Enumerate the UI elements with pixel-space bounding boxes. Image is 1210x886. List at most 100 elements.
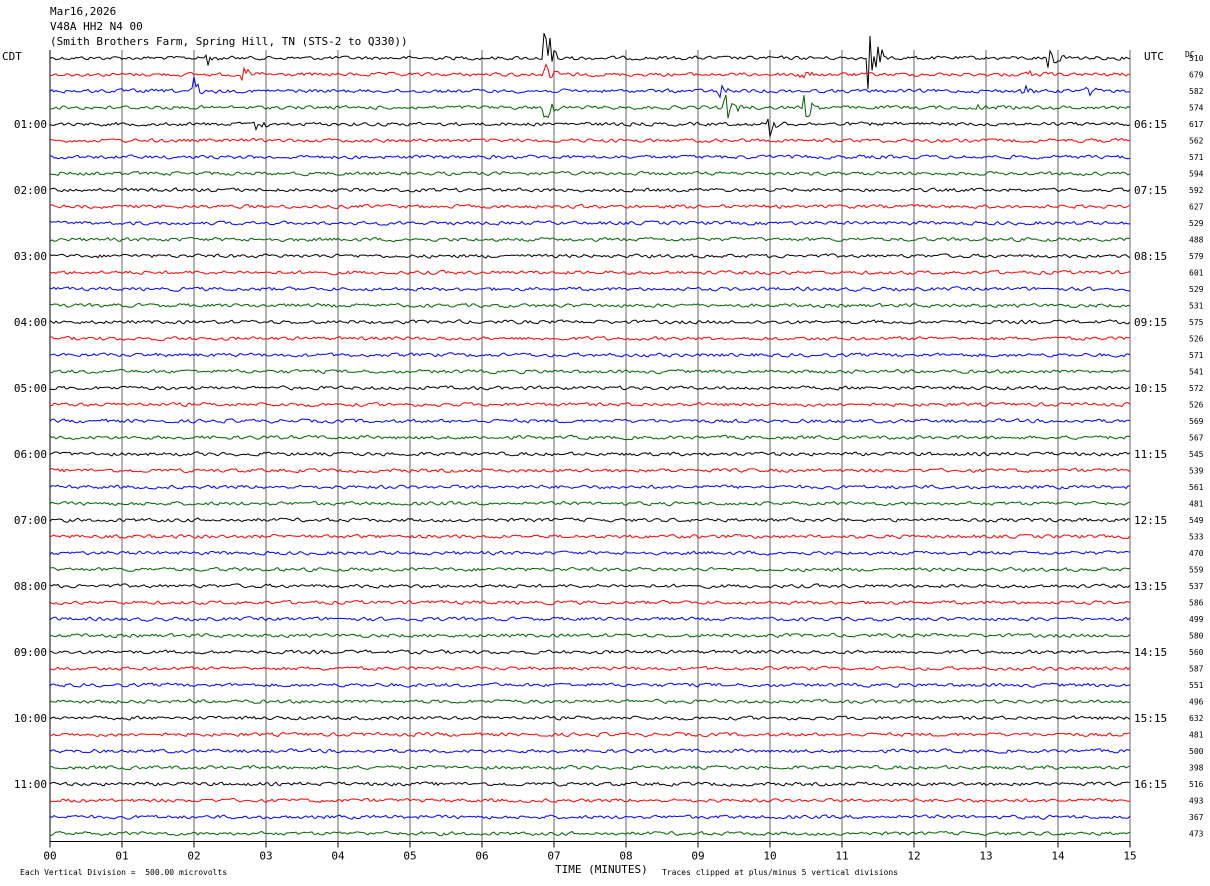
left-hour-label: 01:00 — [14, 118, 47, 131]
trace-line — [49, 632, 1131, 639]
left-hour-label: 03:00 — [14, 250, 47, 263]
x-tick-label: 08 — [619, 850, 632, 863]
dc-offset-label: 627 — [1189, 203, 1204, 212]
right-hour-label: 07:15 — [1134, 184, 1167, 197]
x-tick-label: 04 — [331, 850, 345, 863]
dc-offset-label: 493 — [1189, 797, 1204, 806]
right-hour-label: 12:15 — [1134, 514, 1167, 527]
trace-line — [49, 253, 1131, 259]
trace-line — [49, 748, 1131, 754]
x-tick-label: 03 — [259, 850, 272, 863]
trace-line — [49, 830, 1131, 837]
trace-line — [49, 434, 1131, 441]
dc-offset-label: 488 — [1189, 236, 1204, 245]
trace-line — [49, 566, 1131, 573]
trace-line — [49, 352, 1131, 358]
header-location: (Smith Brothers Farm, Spring Hill, TN (S… — [50, 35, 408, 48]
trace-line — [49, 286, 1131, 292]
left-hour-label: 07:00 — [14, 514, 47, 527]
dc-offset-label: 579 — [1189, 252, 1204, 261]
x-tick-label: 09 — [691, 850, 704, 863]
dc-offset-label: 398 — [1189, 764, 1204, 773]
x-tick-label: 13 — [979, 850, 992, 863]
dc-offset-label: 470 — [1189, 549, 1204, 558]
trace-line — [49, 781, 1131, 787]
dc-offset-label: 481 — [1189, 500, 1204, 509]
dc-offset-label: 510 — [1189, 54, 1204, 63]
dc-offset-label: 567 — [1189, 434, 1204, 443]
trace-line — [49, 616, 1131, 622]
trace-line — [49, 187, 1131, 193]
dc-offset-label: 549 — [1189, 516, 1204, 525]
dc-offset-label: 516 — [1189, 780, 1204, 789]
dc-offset-label: 541 — [1189, 368, 1204, 377]
x-tick-label: 05 — [403, 850, 416, 863]
dc-offset-label: 481 — [1189, 731, 1204, 740]
trace-line — [49, 500, 1131, 507]
trace-line — [49, 170, 1131, 177]
dc-offset-label: 617 — [1189, 120, 1204, 129]
trace-line — [49, 385, 1131, 391]
dc-offset-label: 559 — [1189, 566, 1204, 575]
dc-offset-label: 571 — [1189, 153, 1204, 162]
x-tick-label: 01 — [115, 850, 128, 863]
header-date: Mar16,2026 — [50, 5, 117, 18]
trace-line — [49, 137, 1131, 144]
right-hour-label: 10:15 — [1134, 382, 1167, 395]
trace-line — [49, 649, 1131, 655]
right-hour-label: 14:15 — [1134, 646, 1167, 659]
left-axis-label: CDT — [2, 50, 22, 63]
trace-line — [49, 550, 1131, 556]
right-hour-label: 06:15 — [1134, 118, 1167, 131]
dc-offset-label: 571 — [1189, 351, 1204, 360]
trace-line — [49, 665, 1131, 671]
dc-offset-label: 496 — [1189, 698, 1204, 707]
dc-offset-label: 586 — [1189, 599, 1204, 608]
x-tick-label: 10 — [763, 850, 776, 863]
right-hour-label: 16:15 — [1134, 778, 1167, 791]
x-tick-label: 11 — [835, 850, 848, 863]
dc-offset-label: 533 — [1189, 533, 1204, 542]
x-tick-label: 12 — [907, 850, 920, 863]
dc-offset-label: 580 — [1189, 632, 1204, 641]
dc-label: DC — [1185, 50, 1195, 59]
trace-line — [49, 517, 1131, 523]
dc-offset-label: 526 — [1189, 335, 1204, 344]
dc-offset-label: 632 — [1189, 714, 1204, 723]
header-station: V48A HH2 N4 00 — [50, 20, 143, 33]
x-tick-label: 15 — [1123, 850, 1136, 863]
dc-offset-label: 499 — [1189, 615, 1204, 624]
dc-offset-label: 529 — [1189, 285, 1204, 294]
trace-line — [49, 715, 1131, 721]
trace-line — [50, 731, 1130, 738]
left-hour-label: 06:00 — [14, 448, 47, 461]
trace-line — [49, 33, 1131, 90]
right-hour-label: 15:15 — [1134, 712, 1167, 725]
trace-line — [49, 368, 1131, 375]
right-hour-label: 11:15 — [1134, 448, 1167, 461]
dc-offset-label: 526 — [1189, 401, 1204, 410]
x-tick-label: 07 — [547, 850, 560, 863]
dc-offset-label: 574 — [1189, 104, 1204, 113]
dc-offset-label: 679 — [1189, 71, 1204, 80]
trace-line — [49, 682, 1131, 688]
dc-offset-label: 537 — [1189, 582, 1204, 591]
dc-offset-label: 551 — [1189, 681, 1204, 690]
trace-line — [49, 467, 1131, 474]
trace-line — [49, 698, 1131, 704]
trace-line — [49, 203, 1131, 210]
trace-line — [49, 118, 1131, 137]
dc-offset-label: 500 — [1189, 747, 1204, 756]
right-hour-label: 08:15 — [1134, 250, 1167, 263]
dc-offset-label: 367 — [1189, 813, 1204, 822]
dc-offset-label: 562 — [1189, 137, 1204, 146]
trace-line — [49, 401, 1131, 408]
dc-offset-label: 592 — [1189, 186, 1204, 195]
footer-scale: Each Vertical Division = 500.00 microvol… — [20, 868, 228, 877]
trace-line — [49, 269, 1131, 276]
dc-offset-label: 531 — [1189, 302, 1204, 311]
left-hour-label: 08:00 — [14, 580, 47, 593]
trace-line — [49, 76, 1131, 99]
x-tick-label: 14 — [1051, 850, 1065, 863]
dc-offset-label: 539 — [1189, 467, 1204, 476]
